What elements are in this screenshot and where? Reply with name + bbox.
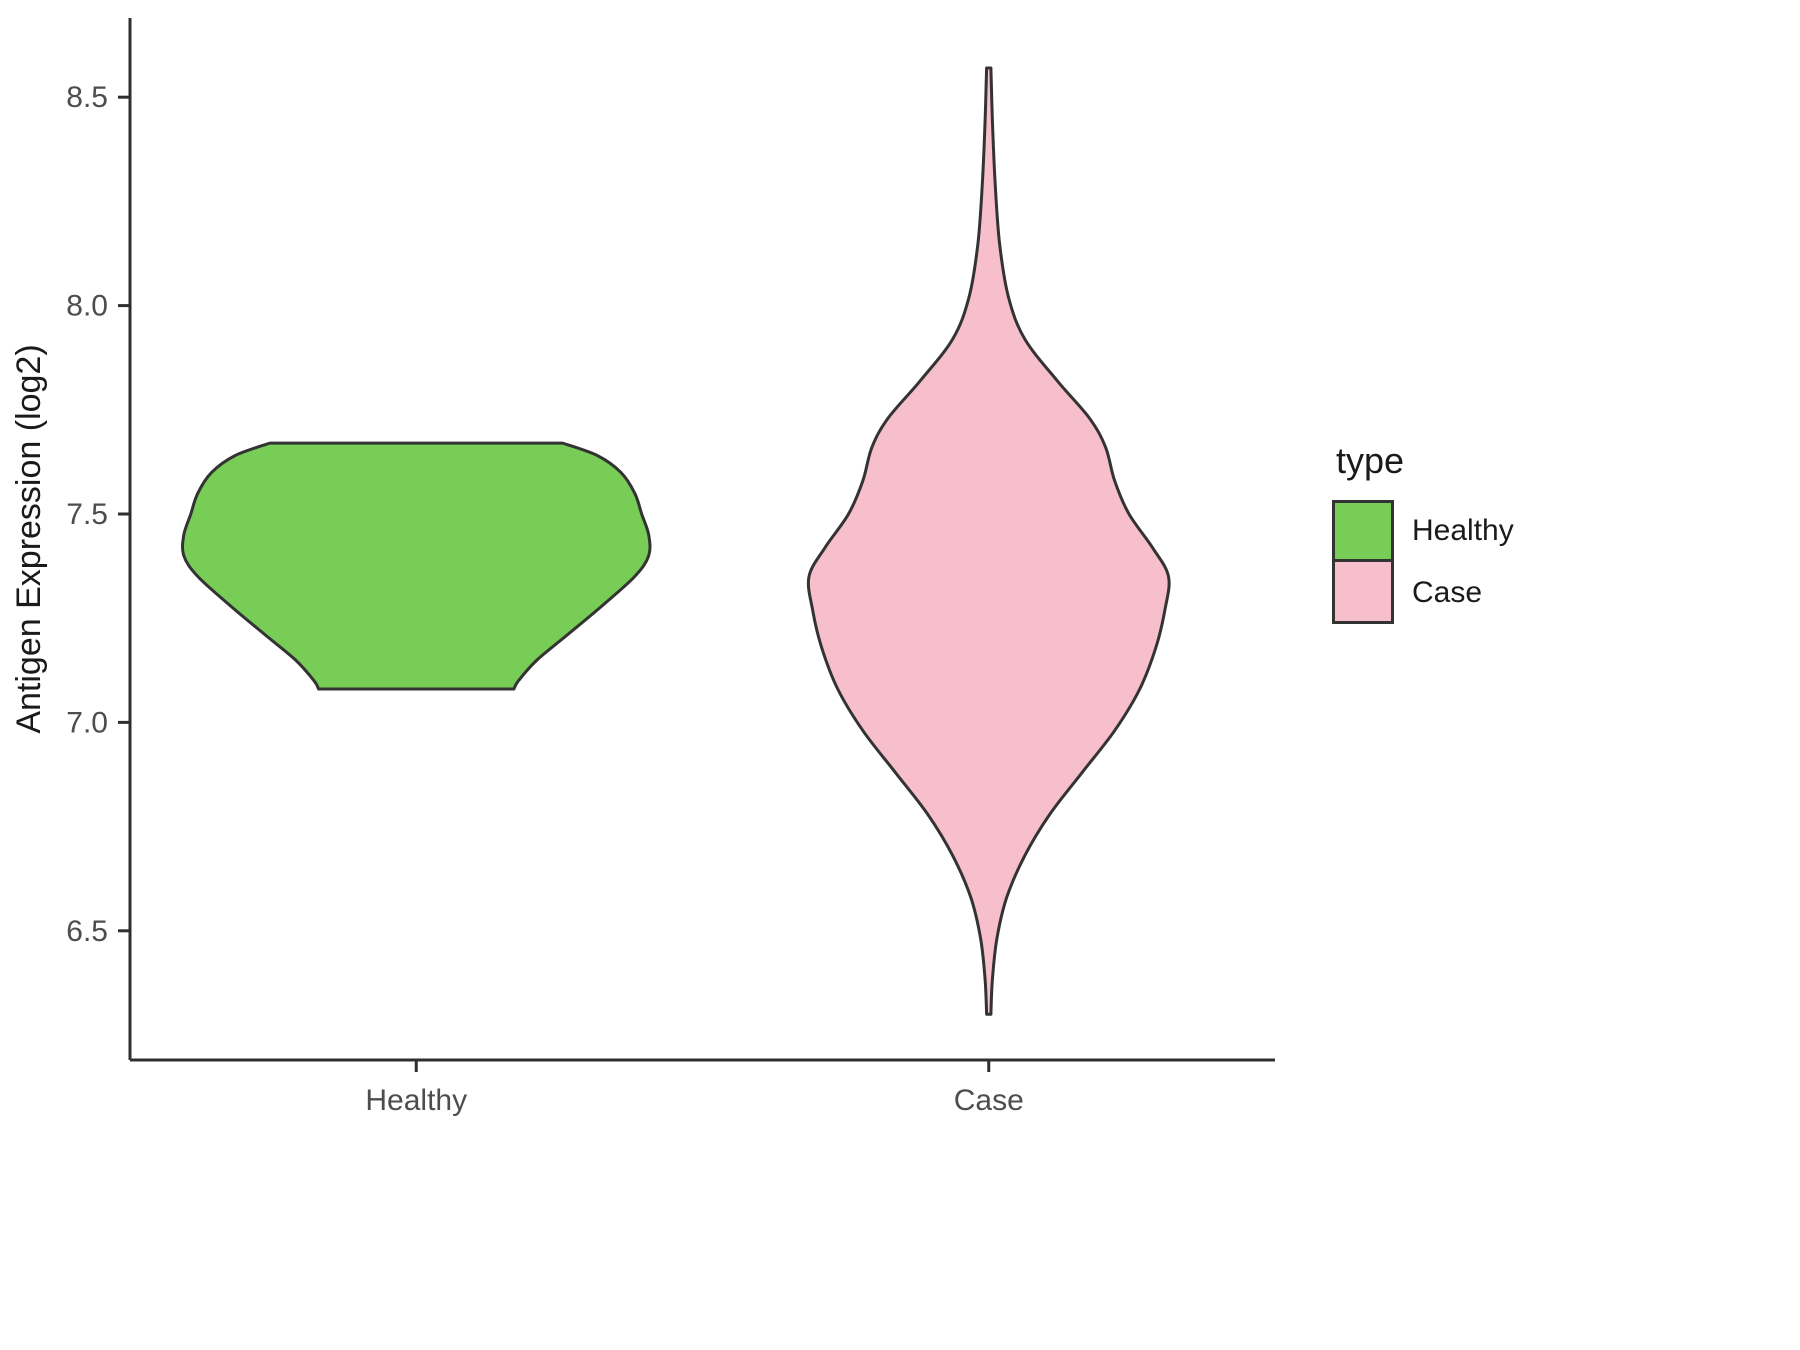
svg-text:6.5: 6.5 [66,915,108,948]
legend: type Healthy Case [1332,440,1514,624]
legend-label-healthy: Healthy [1412,514,1514,547]
svg-text:Case: Case [954,1084,1024,1117]
legend-swatch-case [1332,562,1394,624]
svg-text:8.5: 8.5 [66,81,108,114]
svg-text:Healthy: Healthy [365,1084,467,1117]
legend-label-case: Case [1412,576,1483,609]
violin-chart: 6.5 7.0 7.5 8.0 8.5 Healthy Case Antigen Expres… [10,18,1275,1117]
violin-chart-container: 6.5 7.0 7.5 8.0 8.5 Healthy Case Antigen Expres… [10,18,1275,1117]
legend-title: type [1336,440,1405,481]
legend-item-healthy: Healthy [1332,500,1514,562]
svg-text:8.0: 8.0 [66,290,108,323]
svg-text:7.5: 7.5 [66,498,108,531]
svg-text:Antigen Expression (log2): Antigen Expression (log2) [10,344,48,733]
legend-item-case: Case [1332,562,1514,624]
legend-swatch-healthy [1332,500,1394,562]
svg-text:7.0: 7.0 [66,706,108,739]
